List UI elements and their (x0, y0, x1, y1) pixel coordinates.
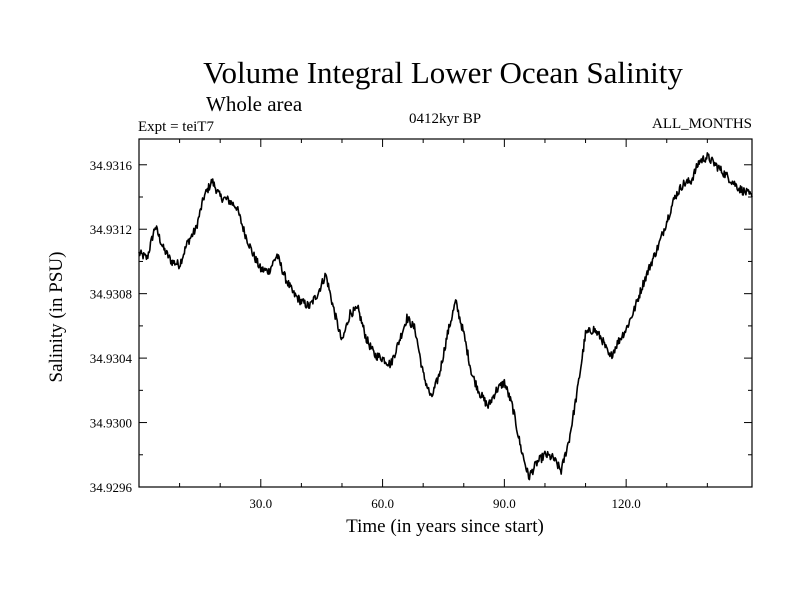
x-axis-label: Time (in years since start) (346, 516, 544, 537)
series-line-salinity (138, 152, 753, 481)
chart-subtitle: Whole area (206, 92, 303, 116)
y-tick-label-5: 34.9316 (90, 158, 133, 173)
period-label: 0412kyr BP (409, 111, 481, 127)
plot-frame (138, 138, 753, 488)
months-label: ALL_MONTHS (652, 116, 752, 132)
x-tick-label-2: 90.0 (493, 496, 516, 511)
axis-tick-labels: 30.0 60.0 90.0 120.0 34.9296 34.9300 34.9304 34… (90, 158, 641, 511)
y-tick-label-1: 34.9300 (90, 416, 132, 431)
experiment-label: Expt = teiT7 (138, 119, 214, 135)
y-tick-label-0: 34.9296 (90, 480, 133, 495)
y-tick-label-2: 34.9304 (90, 351, 133, 366)
y-tick-label-3: 34.9308 (90, 287, 132, 302)
y-axis-label: Salinity (in PSU) (46, 252, 67, 383)
x-tick-label-3: 120.0 (612, 496, 641, 511)
axis-ticks (139, 139, 752, 488)
y-tick-label-4: 34.9312 (90, 222, 132, 237)
chart-title: Volume Integral Lower Ocean Salinity (203, 55, 683, 90)
x-tick-label-1: 60.0 (371, 496, 394, 511)
x-tick-label-0: 30.0 (249, 496, 272, 511)
series-group (138, 152, 753, 481)
